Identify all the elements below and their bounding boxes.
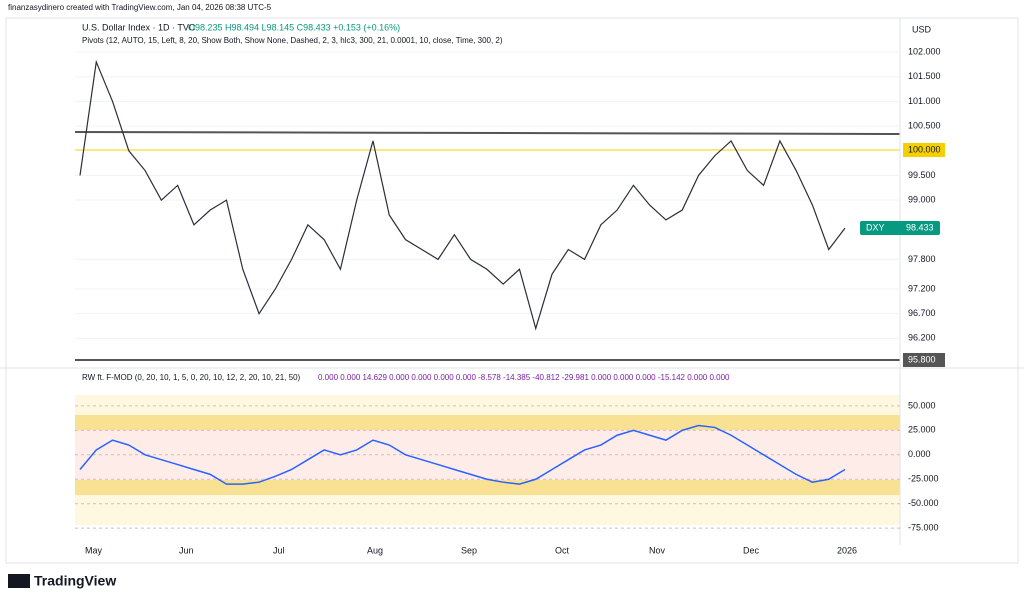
y-tick-label: 100.500 [908,120,941,130]
ohlc: O98.235 H98.494 L98.145 C98.433 +0.153 (… [188,22,400,32]
series-line [79,59,846,331]
level-badge [903,143,945,157]
osc-lower-zone [75,480,900,495]
y-tick-label: 25.000 [908,425,936,435]
x-tick-label: Nov [649,545,666,555]
last-price: 98.433 [906,222,934,232]
y-tick-label: -25.000 [908,474,939,484]
y-tick-label: -50.000 [908,498,939,508]
y-tick-label: 99.000 [908,195,936,205]
frame [5,17,1019,564]
ticker: DXY [866,222,885,232]
osc-mid-zone [75,430,900,480]
y-tick-label: 96.700 [908,308,936,318]
indicator-values: 0.000 0.000 14.629 0.000 0.000 0.000 0.0… [318,373,730,382]
y-tick-label: 102.000 [908,46,941,56]
logo-mark [8,574,30,588]
resistance-line [74,131,901,135]
y-tick-label: 96.200 [908,333,936,343]
series-line [79,424,846,485]
y-tick-label: 101.000 [908,96,941,106]
low-badge [903,353,945,367]
y-tick-label: 101.500 [908,71,941,81]
y-tick-label: 99.500 [908,170,936,180]
x-tick-label: Aug [367,545,383,555]
y-tick-label: -75.000 [908,523,939,533]
pivots: Pivots (12, AUTO, 15, Left, 8, 20, Show … [82,36,503,45]
y-tick-label: 0.000 [908,449,931,459]
indicator: RW ft. F-MOD (0, 20, 10, 1, 5, 0, 20, 10… [82,373,301,382]
x-tick-label: Oct [555,545,570,555]
x-tick-label: Jun [179,545,194,555]
symbol: U.S. Dollar Index · 1D · TVC [82,22,196,32]
credit: finanzasydinero created with TradingView… [8,3,272,12]
osc-upper-zone [75,415,900,430]
x-tick-label: 2026 [837,545,857,555]
x-tick-label: Jul [273,545,285,555]
x-tick-label: Sep [461,545,477,555]
y-tick-label: 97.800 [908,254,936,264]
low-level: 95.800 [908,354,936,364]
x-tick-label: May [85,545,103,555]
x-tick-label: Dec [743,545,760,555]
marked-level: 100.000 [908,144,941,154]
y-tick-label: 50.000 [908,400,936,410]
brand: TradingView [34,573,116,589]
currency: USD [912,24,932,34]
y-tick-label: 97.200 [908,283,936,293]
last-price-badge [860,221,940,235]
